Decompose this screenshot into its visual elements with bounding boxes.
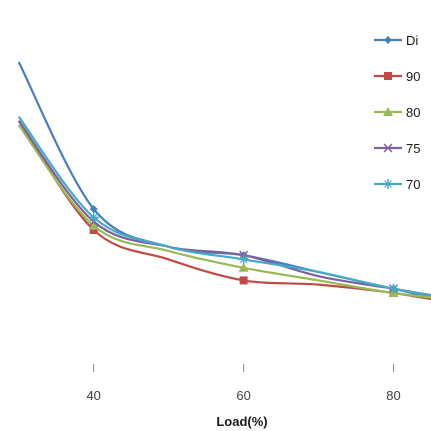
data-point bbox=[384, 36, 392, 44]
series-80 bbox=[17, 124, 431, 299]
legend-label: 70 bbox=[406, 177, 420, 192]
x-axis-title: Load(%) bbox=[216, 414, 267, 429]
legend-item: 80 bbox=[374, 105, 420, 120]
legend-label: Di bbox=[406, 33, 418, 48]
legend-label: 75 bbox=[406, 141, 420, 156]
data-point bbox=[89, 226, 98, 234]
series-line bbox=[17, 124, 431, 299]
legend-item: 70 bbox=[374, 177, 420, 192]
legend-label: 80 bbox=[406, 105, 420, 120]
legend-item: Di bbox=[374, 33, 418, 48]
data-point bbox=[239, 276, 248, 285]
legend-item: 75 bbox=[374, 141, 420, 156]
x-tick-label: 60 bbox=[236, 388, 250, 403]
data-point bbox=[89, 205, 98, 213]
data-point bbox=[88, 220, 99, 230]
data-point bbox=[384, 72, 392, 80]
data-point bbox=[238, 262, 249, 272]
legend: Di 90 80 75 70 bbox=[374, 33, 420, 192]
x-tick-label: 80 bbox=[386, 388, 400, 403]
x-tick-label: 40 bbox=[86, 388, 100, 403]
series-70 bbox=[17, 115, 431, 297]
legend-label: 90 bbox=[406, 69, 420, 84]
series-Di bbox=[17, 61, 431, 299]
data-point bbox=[383, 143, 393, 153]
data-point bbox=[238, 254, 249, 265]
legend-item: 90 bbox=[374, 69, 420, 84]
series-line bbox=[17, 61, 431, 299]
data-point bbox=[383, 179, 393, 189]
series-layer bbox=[17, 61, 431, 301]
data-point bbox=[383, 107, 393, 116]
x-axis-ticks: 40 60 80 bbox=[86, 364, 401, 403]
data-point bbox=[88, 212, 99, 223]
data-point bbox=[388, 283, 399, 294]
